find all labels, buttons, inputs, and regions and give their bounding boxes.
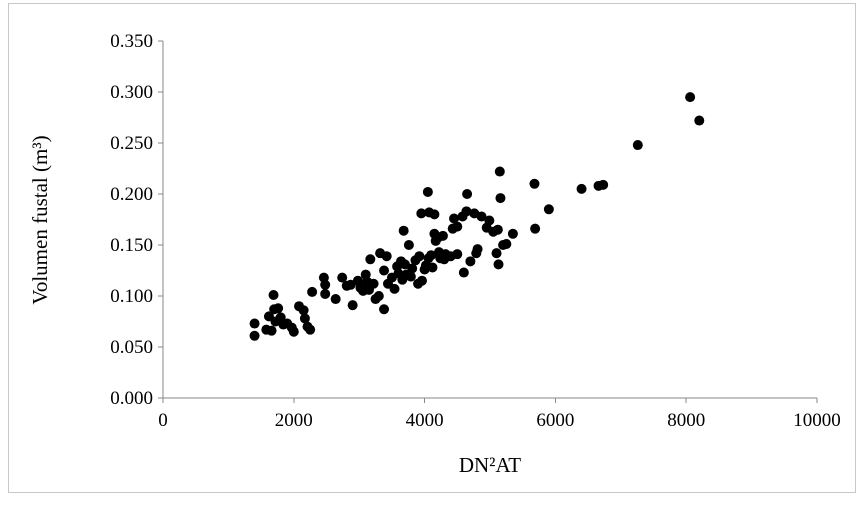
data-point	[429, 209, 440, 220]
data-point	[337, 272, 348, 283]
data-point	[543, 204, 554, 215]
data-point	[484, 215, 495, 226]
y-tick-label: 0.100	[110, 286, 153, 307]
y-tick-label: 0.200	[110, 184, 153, 205]
data-point	[422, 186, 433, 197]
y-tick-label: 0.300	[110, 82, 153, 103]
y-tick-label: 0.350	[110, 31, 153, 52]
data-point	[365, 254, 376, 265]
data-point	[491, 248, 502, 259]
data-point	[414, 251, 425, 262]
y-tick-label: 0.000	[110, 388, 153, 409]
data-point	[347, 300, 358, 311]
data-point	[598, 179, 609, 190]
data-point	[427, 262, 438, 273]
x-tick-label: 8000	[667, 410, 705, 431]
data-point	[632, 140, 643, 151]
data-point	[381, 251, 392, 262]
data-point	[288, 326, 299, 337]
data-point	[461, 206, 472, 217]
data-point	[407, 263, 418, 274]
y-tick-label: 0.050	[110, 337, 153, 358]
data-point	[320, 279, 331, 290]
data-point	[493, 259, 504, 270]
data-point	[249, 318, 260, 329]
data-point	[373, 291, 384, 301]
data-point	[416, 208, 427, 219]
x-tick-label: 2000	[275, 410, 313, 431]
data-point	[403, 240, 414, 250]
chart-frame: 0.000 0.050 0.100 0.150 0.200 0.250 0.300 0.350…	[8, 3, 856, 493]
axes	[158, 40, 818, 403]
data-point	[462, 189, 473, 199]
y-tick-label: 0.150	[110, 235, 153, 256]
data-point	[437, 230, 448, 241]
data-point	[320, 288, 331, 299]
tick-labels: 0.000 0.050 0.100 0.150 0.200 0.250 0.300 0.350…	[110, 31, 841, 431]
data-point	[268, 289, 279, 300]
data-point	[694, 115, 705, 126]
data-points	[249, 92, 705, 341]
data-point	[492, 224, 503, 235]
data-point	[530, 223, 541, 234]
data-point	[273, 303, 284, 314]
data-point	[299, 313, 310, 324]
data-point	[452, 249, 463, 260]
data-point	[495, 193, 506, 204]
y-tick-label: 0.250	[110, 133, 153, 154]
data-point	[507, 228, 518, 239]
data-point	[266, 325, 277, 336]
data-point	[368, 278, 379, 289]
data-point	[494, 166, 505, 177]
x-axis-title: DN²AT	[459, 453, 521, 477]
x-tick-label: 0	[158, 410, 168, 431]
data-point	[472, 244, 483, 255]
y-axis-title: Volumen fustal (m³)	[28, 135, 52, 304]
x-tick-label: 10000	[793, 410, 841, 431]
data-point	[452, 221, 463, 232]
x-tick-label: 4000	[406, 410, 444, 431]
x-tick-label: 6000	[536, 410, 574, 431]
data-point	[305, 324, 316, 335]
scatter-chart: 0.000 0.050 0.100 0.150 0.200 0.250 0.300 0.350…	[28, 31, 841, 477]
data-point	[398, 225, 409, 236]
data-point	[307, 286, 318, 297]
data-point	[685, 92, 696, 103]
data-point	[458, 267, 469, 278]
data-point	[449, 213, 460, 224]
data-point	[389, 283, 400, 294]
data-point	[379, 304, 390, 315]
data-point	[249, 330, 260, 341]
data-point	[465, 256, 476, 267]
data-point	[298, 305, 309, 316]
data-point	[576, 183, 587, 194]
data-point	[379, 265, 390, 276]
data-point	[405, 271, 416, 282]
data-point	[476, 211, 487, 222]
data-point	[330, 294, 341, 305]
data-point	[529, 178, 540, 189]
data-point	[416, 275, 427, 286]
data-point	[501, 238, 512, 249]
data-point	[426, 250, 437, 261]
